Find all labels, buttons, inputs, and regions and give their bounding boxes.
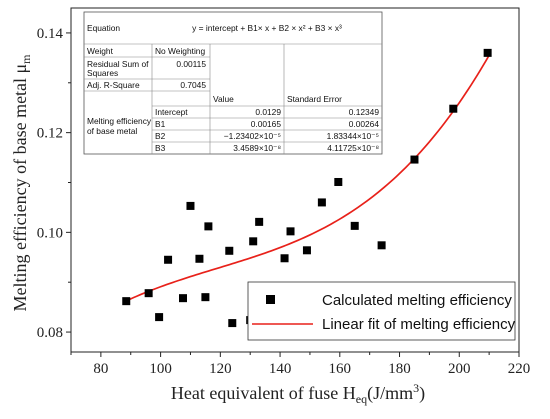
y-axis-ticks: 0.08 0.10 0.12 0.14 (37, 26, 71, 341)
x-tick-label: 200 (448, 361, 471, 377)
y-tick-label: 0.12 (37, 126, 63, 142)
scatter-point (225, 246, 234, 255)
table-weight-label: Weight (87, 46, 114, 56)
x-axis-ticks: 80 100 120 140 160 180 200 220 (70, 352, 531, 377)
scatter-point (122, 297, 131, 306)
scatter-point (155, 313, 164, 322)
scatter-point (410, 155, 419, 164)
param-se-b3: 4.11725×10⁻⁸ (327, 143, 379, 153)
y-axis-title: Melting efficiency of base metal μm (10, 54, 33, 312)
scatter-point (449, 104, 458, 113)
scatter-point (483, 48, 492, 57)
table-equation-label: Equation (87, 23, 120, 33)
table-rss-label: Residual Sum of (87, 59, 149, 69)
param-se-intercept: 0.12349 (349, 107, 380, 117)
param-name-b3: B3 (155, 143, 166, 153)
legend-box (247, 281, 516, 341)
y-tick-label: 0.10 (37, 225, 63, 241)
scatter-point (195, 254, 204, 263)
param-se-b2: 1.83344×10⁻⁵ (327, 131, 379, 141)
table-se-header: Standard Error (287, 94, 342, 104)
param-name-b2: B2 (155, 131, 166, 141)
x-tick-label: 160 (329, 361, 352, 377)
x-tick-label: 100 (149, 361, 172, 377)
param-value-b3: 3.4589×10⁻⁸ (233, 143, 281, 153)
fit-statistics-table: Equation y = intercept + B1× x + B2 × x²… (83, 11, 383, 155)
scatter-point (317, 198, 326, 207)
scatter-point (302, 246, 311, 255)
scatter-point (377, 241, 386, 250)
scatter-point (164, 255, 173, 264)
table-weight-value: No Weighting (155, 46, 205, 56)
scatter-point (228, 319, 237, 328)
plot-frame (70, 7, 520, 353)
table-rss-value: 0.00115 (176, 59, 206, 69)
x-tick-label: 80 (93, 361, 108, 377)
scatter-point (255, 217, 264, 226)
x-tick-label: 120 (209, 361, 232, 377)
table-group-label: Melting efficiency (87, 116, 152, 126)
table-equation-value: y = intercept + B1× x + B2 × x² + B3 × x… (192, 23, 342, 33)
legend-label-line: Linear fit of melting efficiency (322, 316, 516, 333)
scatter-point (144, 289, 153, 298)
param-value-b1: 0.00165 (251, 119, 282, 129)
param-name-intercept: Intercept (155, 107, 188, 117)
table-r2-label: Adj. R-Square (87, 80, 140, 90)
scatter-point (286, 227, 295, 236)
param-value-intercept: 0.0129 (255, 107, 281, 117)
scatter-point (280, 254, 289, 263)
legend: Calculated melting efficiency Linear fit… (247, 281, 516, 341)
param-name-b1: B1 (155, 119, 166, 129)
table-value-header: Value (213, 94, 234, 104)
param-value-b2: −1.23402×10⁻⁵ (224, 131, 281, 141)
x-tick-label: 220 (508, 361, 531, 377)
fit-line-group (124, 54, 490, 303)
scatter-point (350, 221, 359, 230)
legend-marker-scatter (266, 295, 275, 304)
scatter-point (186, 201, 195, 210)
scatter-point (249, 237, 258, 246)
table-r2-value: 0.7045 (180, 80, 206, 90)
y-tick-label: 0.14 (37, 26, 64, 42)
y-tick-label: 0.08 (37, 325, 63, 341)
x-axis-title: Heat equivalent of fuse Heq(J/mm3) (171, 381, 425, 406)
scatter-point (179, 294, 187, 303)
param-se-b1: 0.00264 (349, 119, 380, 129)
fit-line (124, 54, 490, 303)
x-tick-label: 140 (269, 361, 292, 377)
legend-label-scatter: Calculated melting efficiency (322, 292, 512, 309)
table-rss-label-2: Squares (87, 68, 118, 78)
scatter-point (204, 222, 213, 231)
table-group-label-2: of base metal (87, 126, 137, 136)
x-tick-label: 180 (388, 361, 411, 377)
scatter-point (201, 293, 210, 302)
scatter-point (334, 177, 343, 186)
